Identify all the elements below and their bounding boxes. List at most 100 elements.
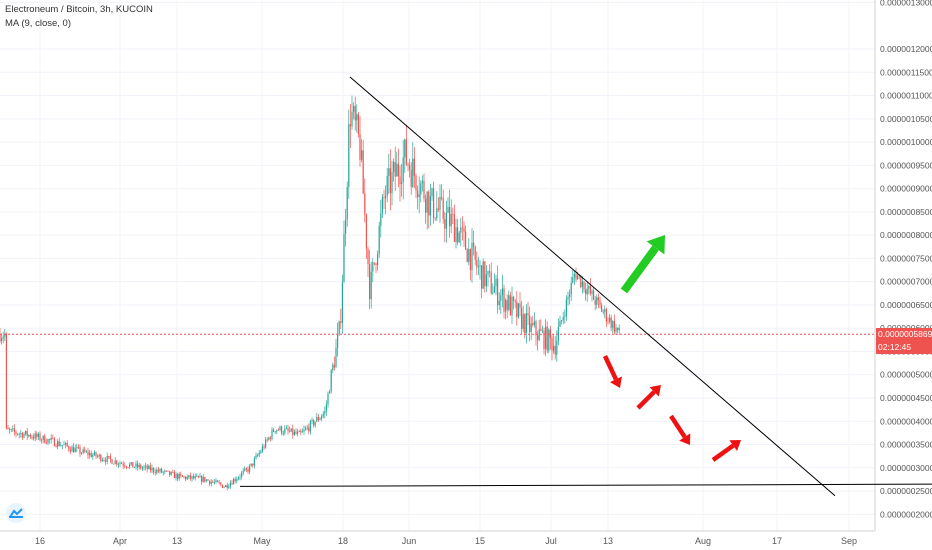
symbol-title[interactable]: Electroneum / Bitcoin, 3h, KUCOIN bbox=[5, 4, 153, 15]
candle-body bbox=[97, 456, 99, 458]
trendline[interactable] bbox=[239, 483, 932, 487]
candle-body bbox=[113, 463, 115, 465]
candle-body bbox=[501, 288, 503, 296]
candle-body bbox=[445, 212, 447, 229]
trendline[interactable] bbox=[349, 76, 836, 497]
candle-body bbox=[609, 317, 611, 322]
candle-body bbox=[65, 442, 67, 445]
candle-body bbox=[265, 439, 267, 448]
candle-body bbox=[297, 431, 299, 434]
candle-body bbox=[247, 469, 249, 472]
candle-body bbox=[476, 259, 478, 268]
indicator-label[interactable]: MA (9, close, 0) bbox=[5, 18, 71, 29]
candle-body bbox=[533, 321, 535, 325]
candle-body bbox=[458, 232, 460, 243]
candle-body bbox=[492, 292, 494, 294]
candle-body bbox=[569, 294, 571, 298]
candle-body bbox=[148, 465, 150, 470]
red-arrow-down[interactable] bbox=[669, 414, 691, 445]
candle-body bbox=[105, 460, 107, 462]
candle-body bbox=[250, 463, 252, 466]
candle-body bbox=[460, 227, 462, 233]
candle-body bbox=[122, 463, 124, 466]
candle-body bbox=[466, 249, 468, 263]
red-arrow-up[interactable] bbox=[711, 440, 741, 462]
candle-body bbox=[81, 452, 83, 454]
candle-body bbox=[365, 214, 367, 249]
candle-body bbox=[303, 429, 305, 432]
candle-body bbox=[260, 451, 262, 453]
candle-body bbox=[425, 198, 427, 213]
candle-body bbox=[236, 479, 238, 481]
candle-body bbox=[52, 437, 54, 439]
candle-body bbox=[165, 470, 167, 472]
candle-body bbox=[114, 460, 116, 464]
price-tick-label: 0.0000012000 bbox=[880, 44, 932, 54]
candle-body bbox=[602, 311, 604, 313]
candle-body bbox=[61, 445, 63, 446]
candle-body bbox=[241, 472, 243, 477]
candle-body bbox=[338, 321, 340, 334]
candle-body bbox=[127, 467, 129, 468]
candle-body bbox=[108, 456, 110, 457]
candle-body bbox=[375, 263, 377, 266]
trendlines[interactable] bbox=[239, 76, 932, 497]
candle-body bbox=[37, 433, 39, 437]
candle-body bbox=[276, 429, 278, 432]
candle-body bbox=[209, 480, 211, 484]
candle-body bbox=[76, 447, 78, 449]
candle-body bbox=[255, 455, 257, 459]
candle-body bbox=[529, 315, 531, 333]
time-tick-label: Sep bbox=[841, 536, 857, 546]
drawing-arrows[interactable] bbox=[602, 235, 741, 462]
price-axis[interactable]: 0.0000013000 0.0000012000 0.0000011500 0.00… bbox=[880, 0, 932, 519]
candle-body bbox=[559, 320, 561, 328]
candle-body bbox=[513, 296, 515, 301]
candle-body bbox=[497, 278, 499, 306]
candle-body bbox=[369, 264, 371, 300]
candle-body bbox=[220, 482, 222, 485]
candle-body bbox=[541, 330, 543, 332]
candle-body bbox=[39, 433, 41, 441]
candle-body bbox=[412, 158, 414, 187]
candle-body bbox=[191, 476, 193, 479]
candle-body bbox=[10, 429, 12, 430]
candle-body bbox=[345, 219, 347, 234]
candle-body bbox=[199, 476, 201, 478]
candle-body bbox=[66, 442, 68, 447]
candle-body bbox=[612, 320, 614, 328]
candle-body bbox=[418, 194, 420, 198]
candle-body bbox=[157, 469, 159, 472]
red-arrow-up[interactable] bbox=[636, 385, 661, 410]
candle-body bbox=[201, 476, 203, 482]
candle-body bbox=[479, 265, 481, 267]
candle-body bbox=[185, 476, 187, 480]
candle-body bbox=[161, 468, 163, 473]
candle-body bbox=[577, 275, 579, 280]
candle-body bbox=[578, 275, 580, 277]
price-tick-label: 0.0000002000 bbox=[880, 509, 932, 519]
candle-body bbox=[253, 458, 255, 466]
time-tick-label: Apr bbox=[113, 536, 127, 546]
candle-body bbox=[82, 449, 84, 453]
candle-body bbox=[33, 437, 35, 439]
green-arrow-up[interactable] bbox=[620, 235, 665, 294]
candle-body bbox=[482, 261, 484, 289]
candle-body bbox=[356, 114, 358, 121]
candle-body bbox=[586, 288, 588, 295]
candle-body bbox=[228, 486, 230, 488]
candle-body bbox=[100, 454, 102, 461]
candle-body bbox=[261, 446, 263, 452]
candle-body bbox=[103, 459, 105, 461]
candle-body bbox=[549, 329, 551, 339]
red-arrow-down[interactable] bbox=[602, 355, 622, 388]
candle-body bbox=[517, 303, 519, 318]
candle-body bbox=[335, 347, 337, 368]
candle-body bbox=[322, 413, 324, 417]
time-axis[interactable]: 16 Apr 13 May 18 Jun 15 Jul 13 Aug 17 Sep bbox=[35, 536, 857, 546]
candle-body bbox=[346, 186, 348, 220]
candle-body bbox=[546, 326, 548, 351]
candle-body bbox=[298, 431, 300, 432]
tradingview-logo-icon[interactable] bbox=[6, 503, 26, 523]
